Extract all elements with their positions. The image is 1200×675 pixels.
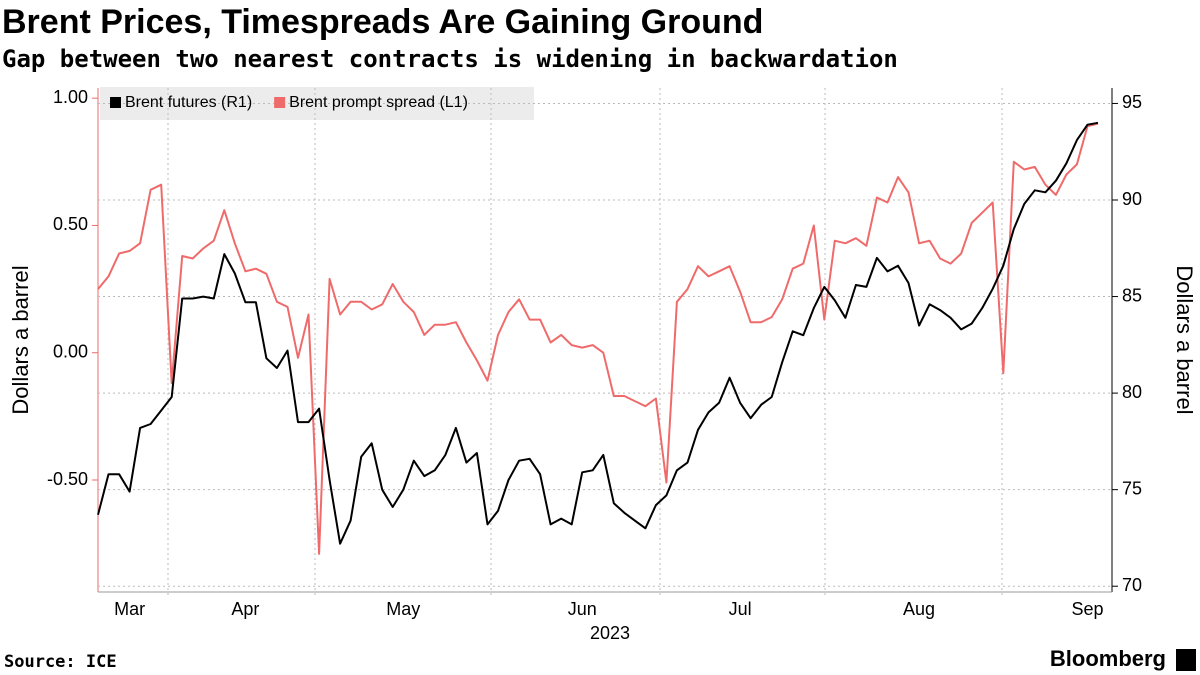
- x-tick-label: Sep: [1071, 599, 1103, 619]
- y2-tick-label: 85: [1122, 285, 1142, 305]
- y-tick-label: 0.00: [53, 341, 88, 361]
- brand: Bloomberg: [1050, 646, 1166, 671]
- y2-axis-label: Dollars a barrel: [1172, 265, 1197, 414]
- source: Source: ICE: [4, 652, 117, 672]
- brand-icon: [1176, 649, 1196, 671]
- y2-tick-label: 95: [1122, 92, 1142, 112]
- x-tick-label: Mar: [114, 599, 145, 619]
- series-line: [97, 122, 1099, 555]
- chart-subtitle: Gap between two nearest contracts is wid…: [2, 45, 898, 73]
- chart-title: Brent Prices, Timespreads Are Gaining Gr…: [2, 3, 763, 41]
- x-tick-label: Jul: [729, 599, 752, 619]
- x-tick-label: Apr: [231, 599, 259, 619]
- legend-label: Brent prompt spread (L1): [289, 94, 468, 111]
- y-axis-label: Dollars a barrel: [8, 265, 33, 414]
- x-tick-label: Jun: [568, 599, 597, 619]
- series-line: [97, 121, 1099, 545]
- legend-swatch: [274, 97, 286, 108]
- y-tick-label: 1.00: [53, 87, 88, 107]
- y2-tick-label: 90: [1122, 189, 1142, 209]
- y2-tick-label: 70: [1122, 575, 1142, 595]
- legend-swatch: [110, 97, 121, 108]
- x-tick-label: May: [386, 599, 420, 619]
- x-tick-label: Aug: [903, 599, 935, 619]
- y-tick-label: -0.50: [47, 469, 88, 489]
- y-tick-label: 0.50: [53, 214, 88, 234]
- month-gridlines: [167, 88, 1003, 596]
- y2-tick-label: 75: [1122, 478, 1142, 498]
- legend-background: [100, 87, 534, 120]
- x-axis-label: 2023: [590, 623, 630, 643]
- y2-tick-label: 80: [1122, 382, 1142, 402]
- legend-label: Brent futures (R1): [125, 94, 252, 111]
